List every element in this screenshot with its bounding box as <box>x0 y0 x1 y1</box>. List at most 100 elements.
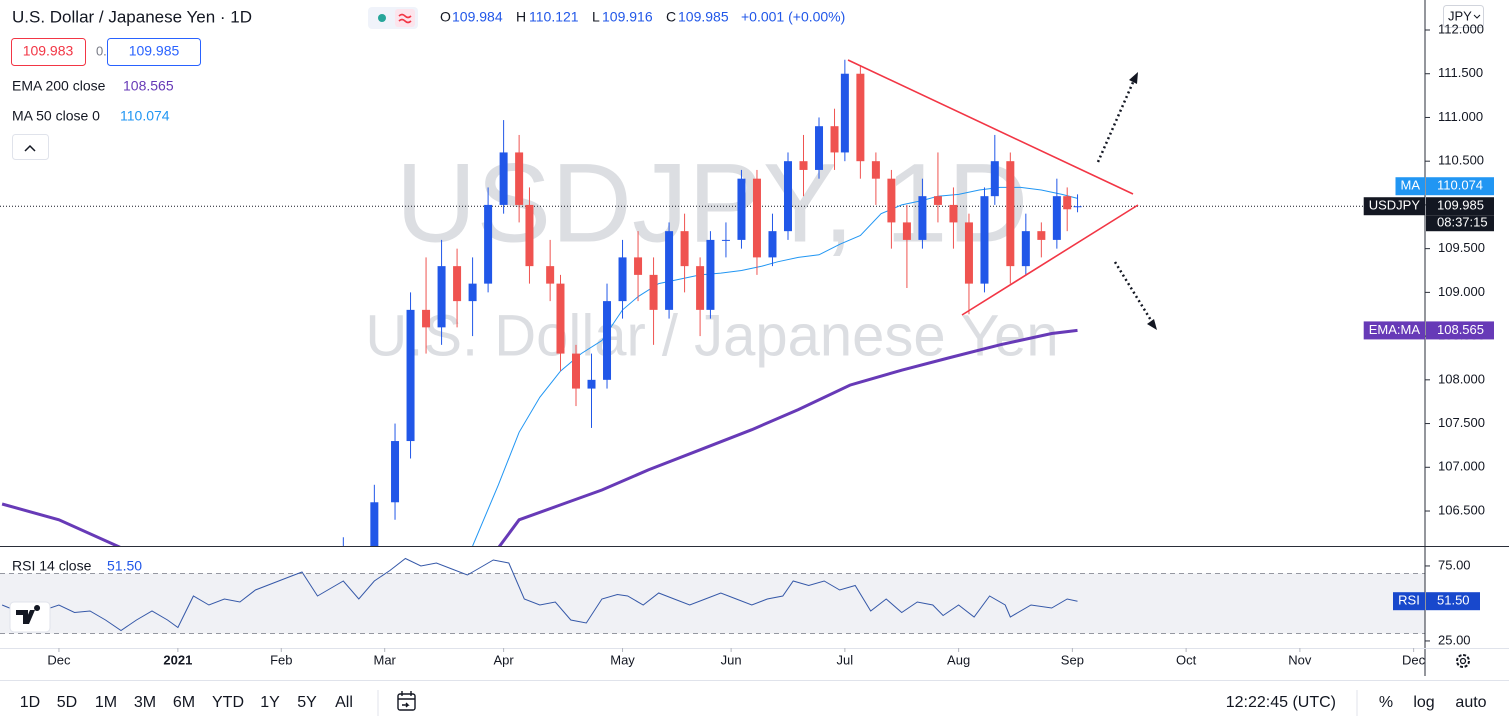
delay-icon[interactable] <box>395 9 415 27</box>
x-tick-label: Jul <box>837 652 854 667</box>
legend-name: EMA 200 close <box>12 78 106 94</box>
legend-value: 110.074 <box>120 108 170 124</box>
candle-body <box>1037 231 1046 240</box>
range-button[interactable]: 1D <box>20 694 40 711</box>
log-toggle[interactable]: log <box>1413 694 1434 711</box>
candle-body <box>453 266 462 302</box>
candle-body <box>706 239 715 310</box>
trendline-upper[interactable] <box>847 59 1134 195</box>
candle-body <box>887 178 896 223</box>
axis-tag-name: RSI <box>1398 593 1420 608</box>
rsi-line <box>1 557 1078 632</box>
candle-body <box>391 441 400 503</box>
x-tick-label: Sep <box>1061 652 1084 667</box>
rsi-band <box>0 573 1425 634</box>
range-button[interactable]: 3M <box>134 694 156 711</box>
legend-name: MA 50 close 0 <box>12 108 100 124</box>
market-open-dot <box>378 14 386 22</box>
axis-tag-value-bg <box>1426 197 1494 216</box>
candle-body <box>515 152 524 205</box>
trendline-lower[interactable] <box>961 204 1139 316</box>
ohlc-value: 109.984 <box>452 9 503 25</box>
range-button[interactable]: 5Y <box>297 694 317 711</box>
countdown: 08:37:15 <box>1437 215 1488 230</box>
candle-body <box>768 231 777 258</box>
x-tick-label: Mar <box>373 652 396 667</box>
candle-body <box>546 266 555 284</box>
x-tick-label: 2021 <box>163 652 192 667</box>
delay-icon-glyph <box>398 13 412 24</box>
candle-body <box>437 266 446 328</box>
currency-button[interactable] <box>1443 5 1484 28</box>
candle-body <box>918 196 927 240</box>
candle-body <box>603 301 612 380</box>
candle-body <box>696 266 705 310</box>
candle-body <box>799 161 808 170</box>
countdown-bg <box>1426 215 1494 232</box>
x-tick-label: Apr <box>493 652 514 667</box>
candle-body <box>830 126 839 153</box>
y-tick-label: 107.500 <box>1438 415 1485 430</box>
x-tick-label: Aug <box>947 652 970 667</box>
axis-tag-value: 108.565 <box>1437 322 1484 337</box>
currency: JPY <box>1448 8 1472 23</box>
watermark-subtitle: U.S. Dollar / Japanese Yen <box>365 303 1058 368</box>
x-tick-label: Nov <box>1288 652 1312 667</box>
candle-body <box>815 126 824 170</box>
price-pane <box>0 59 1425 546</box>
arrow-down[interactable] <box>1113 261 1154 323</box>
axis-tag-value-bg <box>1426 592 1480 611</box>
candle-body <box>1052 196 1061 240</box>
candle-body <box>680 231 689 267</box>
indicator-line <box>1 328 1078 546</box>
range-button[interactable]: YTD <box>212 694 244 711</box>
axis-tag-name: USDJPY <box>1369 198 1421 213</box>
candle-body <box>587 379 596 389</box>
candle-body <box>871 161 880 179</box>
change: +0.001 (+0.00%) <box>741 9 845 25</box>
range-button[interactable]: 1Y <box>260 694 280 711</box>
chevron-up <box>24 144 36 152</box>
candle-body <box>980 196 989 284</box>
axis-tag-name: EMA:MA <box>1369 322 1421 337</box>
arrow-up-head <box>1129 72 1138 84</box>
axis-tag-bg <box>1393 592 1425 611</box>
candle-body <box>990 161 999 197</box>
percent-toggle[interactable]: % <box>1379 694 1393 711</box>
range-button[interactable]: 6M <box>173 694 195 711</box>
auto-toggle[interactable]: auto <box>1455 694 1486 711</box>
sell-button[interactable] <box>11 38 86 66</box>
rsi-tick-label: 75.00 <box>1438 557 1471 572</box>
indicator-line <box>472 186 1078 546</box>
rsi-legend-name: RSI 14 close <box>12 558 92 574</box>
ohlc-value: 109.985 <box>678 9 729 25</box>
clock[interactable]: 12:22:45 (UTC) <box>1226 694 1336 711</box>
ohlc-letter: O <box>440 9 451 25</box>
axis-tag-value-bg <box>1426 177 1494 196</box>
buy-button[interactable] <box>107 38 201 66</box>
ohlc-value: 110.121 <box>529 9 579 25</box>
range-button[interactable]: 1M <box>95 694 117 711</box>
candle-body <box>1006 161 1015 267</box>
candle-body <box>949 204 958 223</box>
candle-body <box>468 283 477 302</box>
axis-tag-value: 51.50 <box>1437 593 1470 608</box>
settings-icon[interactable] <box>1456 654 1470 668</box>
y-tick-label: 111.500 <box>1438 65 1483 80</box>
y-tick-label: 111.000 <box>1438 109 1483 124</box>
candle-body <box>840 73 849 153</box>
range-button[interactable]: All <box>335 694 353 711</box>
range-button[interactable]: 5D <box>57 694 77 711</box>
x-tick-label: Jun <box>721 652 742 667</box>
axis-tag-name: MA <box>1401 178 1421 193</box>
candle-body <box>902 222 911 240</box>
candle-body <box>1073 206 1082 208</box>
y-tick-label: 112.000 <box>1438 21 1484 36</box>
arrow-up[interactable] <box>1096 79 1136 163</box>
candle-body <box>499 152 508 205</box>
y-tick-label: 107.000 <box>1438 459 1485 474</box>
rsi-tick-label: 25.00 <box>1438 632 1471 647</box>
goto-date-icon[interactable] <box>397 693 416 711</box>
candle-body <box>634 257 643 275</box>
